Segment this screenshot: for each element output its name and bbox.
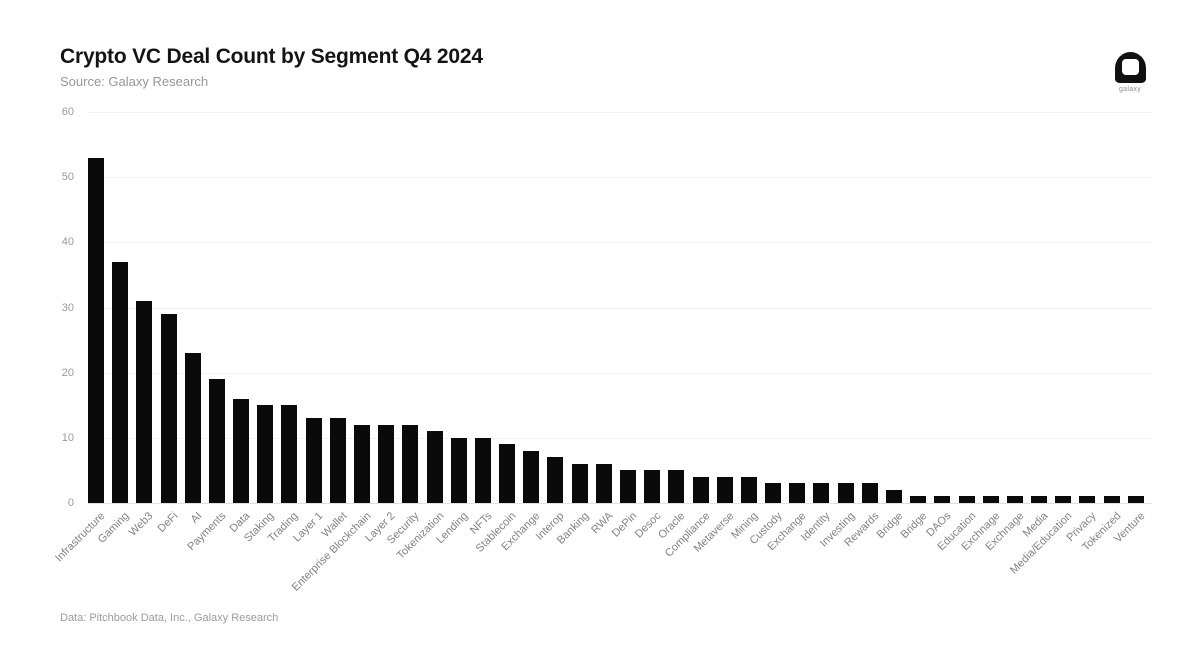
page-subtitle: Source: Galaxy Research	[60, 74, 209, 89]
bar	[305, 418, 322, 503]
y-axis-tick: 40	[61, 236, 74, 249]
bar	[1031, 496, 1048, 503]
bar	[886, 489, 902, 503]
y-axis-tick: 10	[61, 431, 74, 444]
bar	[112, 261, 129, 503]
bar	[208, 379, 225, 503]
bar	[281, 405, 298, 503]
y-axis-tick: 30	[61, 301, 74, 314]
galaxy-logo-cutout	[1121, 59, 1139, 75]
bar	[910, 496, 927, 503]
page-title: Crypto VC Deal Count by Segment Q4 2024	[60, 45, 483, 68]
bar	[329, 418, 346, 503]
bar	[692, 476, 709, 503]
y-axis-tick: 50	[61, 171, 74, 184]
bar	[1006, 496, 1023, 503]
brand-label: galaxy	[1118, 86, 1142, 93]
bar	[765, 483, 782, 503]
bar	[402, 424, 419, 503]
bar	[523, 450, 540, 503]
bar	[547, 457, 564, 503]
gridline	[88, 112, 1152, 113]
bar	[378, 424, 395, 503]
footer-note: Data: Pitchbook Data, Inc., Galaxy Resea…	[60, 612, 279, 624]
bar	[644, 470, 661, 503]
bar	[450, 437, 467, 503]
bar	[982, 496, 999, 503]
bar	[1055, 496, 1072, 503]
bar	[1103, 496, 1120, 503]
gridline	[88, 503, 1152, 504]
bar	[233, 398, 250, 503]
y-axis-tick: 0	[67, 497, 74, 509]
y-axis-tick: 20	[61, 366, 74, 379]
bar	[958, 496, 975, 503]
plot-area: 0 10 20 30 40 50 60 Infrastructure Gaming Web3 DeF…	[53, 106, 1152, 594]
bar	[1079, 496, 1096, 503]
bar	[1127, 496, 1144, 503]
bar	[499, 444, 516, 503]
gridline	[88, 307, 1152, 309]
bar	[354, 424, 370, 503]
bar	[837, 483, 854, 503]
bar	[571, 463, 588, 503]
bar	[136, 300, 153, 503]
galaxy-logo-icon	[1114, 52, 1146, 83]
bar	[88, 157, 104, 503]
bar	[789, 483, 806, 503]
gridline	[88, 437, 1152, 439]
bar	[934, 496, 951, 503]
y-axis-tick: 60	[61, 106, 74, 118]
bar	[620, 470, 636, 503]
bar	[740, 476, 757, 503]
gridline	[88, 372, 1152, 374]
bar	[426, 431, 443, 503]
bar	[474, 437, 491, 503]
bar	[861, 483, 878, 503]
bar	[716, 476, 733, 503]
bar	[184, 353, 201, 503]
gridline	[88, 177, 1152, 179]
bar	[668, 470, 685, 503]
brand-logo: galaxy	[1106, 52, 1154, 93]
bar	[595, 463, 612, 503]
bar	[813, 483, 830, 503]
gridline	[88, 242, 1152, 244]
bar	[160, 314, 177, 503]
bar	[257, 405, 274, 503]
